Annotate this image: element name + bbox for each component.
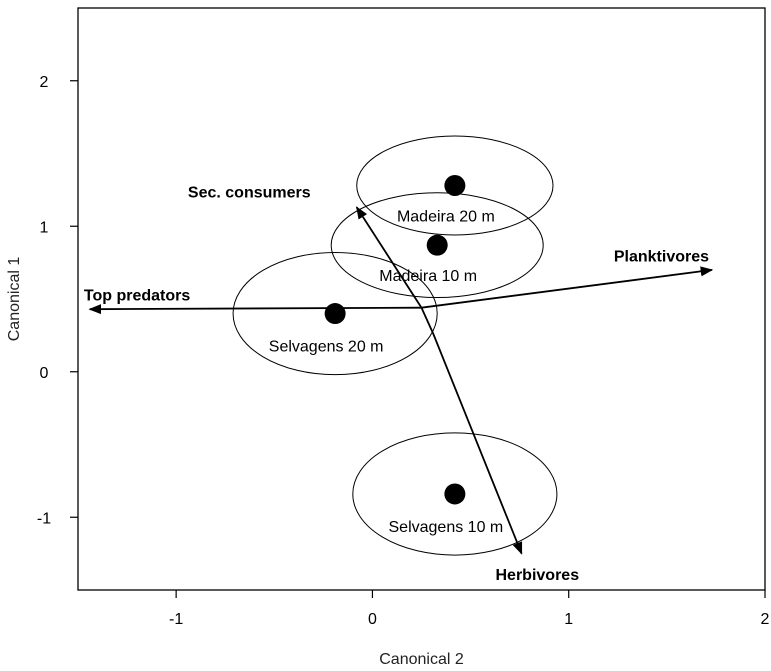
vector-herbivores [422,308,522,554]
chart-labels: Madeira 20 m Madeira 10 m Selvagens 20 m Se… [84,184,709,584]
vector-top-predators [90,308,422,310]
x-axis-title: Canonical 2 [379,651,464,668]
y-axis: -1 0 1 2 [37,74,78,528]
point-selvagens-20-m [325,303,346,324]
x-tick-label-0: 0 [368,611,377,628]
y-tick-label-0: 0 [40,365,49,382]
y-tick-label-1: -1 [37,510,51,527]
group-label-selvagens-10-m: Selvagens 10 m [389,519,504,536]
group-label-selvagens-20-m: Selvagens 20 m [269,339,384,356]
point-madeira-10-m [427,235,448,256]
vector-label-planktivores: Planktivores [614,248,709,265]
y-axis-title: Canonical 1 [6,257,23,342]
y-tick-label-2: 2 [40,74,49,91]
group-label-madeira-20-m: Madeira 20 m [397,208,495,225]
y-tick-label-1: 1 [40,219,49,236]
point-selvagens-10-m [444,483,465,504]
point-madeira-20-m [444,175,465,196]
vector-label-herbivores: Herbivores [496,567,580,584]
group-label-madeira-10-m: Madeira 10 m [379,268,477,285]
vector-label-top-predators: Top predators [84,288,190,305]
x-tick-label-1: -1 [169,611,183,628]
vector-label-sec-consumers: Sec. consumers [188,184,311,201]
x-axis: -1 0 1 2 [169,590,770,628]
x-tick-label-2: 2 [761,611,770,628]
x-tick-label-1: 1 [564,611,573,628]
